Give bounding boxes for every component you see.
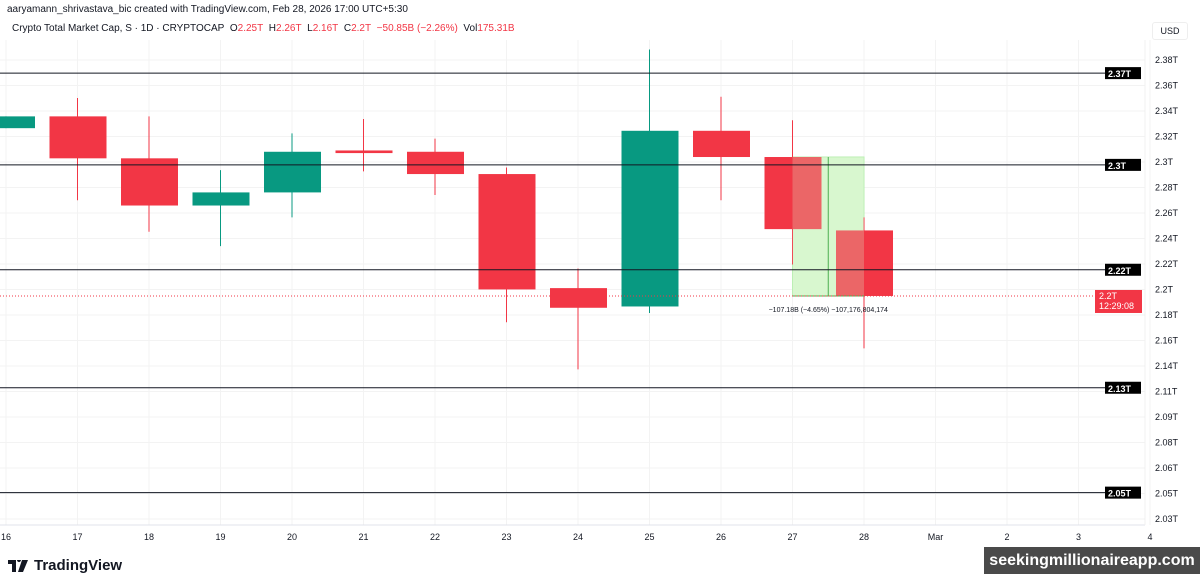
price-tick-label: 2.3T bbox=[1155, 157, 1174, 167]
candle-body bbox=[764, 157, 822, 230]
horizontal-line-tag bbox=[1105, 158, 1141, 171]
symbol-legend: Crypto Total Market Cap, S · 1D · CRYPTO… bbox=[12, 23, 515, 34]
horizontal-line-label: 2.22T bbox=[1108, 266, 1132, 276]
symbol-name[interactable]: Crypto Total Market Cap, S · 1D · CRYPTO… bbox=[12, 23, 225, 34]
candle-body bbox=[478, 174, 536, 290]
watermark: seekingmillionaireapp.com bbox=[984, 547, 1200, 574]
tradingview-brand-text: TradingView bbox=[34, 557, 123, 574]
close-label: C bbox=[343, 23, 352, 34]
horizontal-line-tag bbox=[1105, 486, 1141, 499]
date-tick-label: 2 bbox=[1004, 532, 1009, 542]
candle-body bbox=[264, 151, 321, 193]
candle-body bbox=[621, 130, 679, 307]
tradingview-logo-icon bbox=[8, 559, 28, 572]
price-tick-label: 2.22T bbox=[1155, 259, 1179, 269]
tradingview-logo[interactable]: TradingView bbox=[8, 557, 122, 574]
date-tick-label: 23 bbox=[501, 532, 511, 542]
price-tick-label: 2.38T bbox=[1155, 55, 1179, 65]
date-tick-label: 19 bbox=[215, 532, 225, 542]
date-tick-label: 16 bbox=[1, 532, 11, 542]
date-tick-label: Mar bbox=[928, 532, 944, 542]
candle-body bbox=[407, 151, 464, 175]
date-tick-label: 18 bbox=[144, 532, 154, 542]
last-price-tag bbox=[1095, 289, 1142, 313]
price-tick-label: 2.05T bbox=[1155, 489, 1179, 499]
horizontal-line-tag bbox=[1105, 263, 1141, 276]
price-tick-label: 2.14T bbox=[1155, 361, 1179, 371]
horizontal-line-label: 2.13T bbox=[1108, 384, 1132, 394]
open-label: O bbox=[229, 23, 238, 34]
close-value: 2.2T bbox=[351, 23, 372, 34]
price-tick-label: 2.34T bbox=[1155, 106, 1179, 116]
price-tick-label: 2.32T bbox=[1155, 132, 1179, 142]
price-tick-label: 2.36T bbox=[1155, 81, 1179, 91]
candle-body bbox=[836, 230, 893, 296]
price-tick-label: 2.11T bbox=[1155, 387, 1178, 397]
low-label: L bbox=[307, 23, 313, 34]
date-tick-label: 20 bbox=[287, 532, 297, 542]
horizontal-line-label: 2.37T bbox=[1108, 69, 1132, 79]
date-tick-label: 28 bbox=[859, 532, 869, 542]
high-label: H bbox=[268, 23, 277, 34]
horizontal-line-label: 2.3T bbox=[1108, 161, 1127, 171]
horizontal-line-tag bbox=[1105, 67, 1141, 80]
low-value: 2.16T bbox=[312, 23, 339, 34]
price-tick-label: 2.03T bbox=[1155, 514, 1179, 524]
candle-body bbox=[0, 116, 35, 129]
horizontal-line-label: 2.05T bbox=[1108, 489, 1132, 499]
candle-body bbox=[693, 130, 750, 158]
currency-button[interactable]: USD bbox=[1152, 22, 1188, 40]
date-tick-label: 26 bbox=[716, 532, 726, 542]
countdown-label: 12:29:08 bbox=[1099, 301, 1134, 311]
date-tick-label: 3 bbox=[1076, 532, 1081, 542]
candle-body bbox=[49, 116, 107, 159]
candle-body bbox=[335, 150, 393, 154]
measure-label: −107.18B (−4.65%) −107,176,804,174 bbox=[769, 307, 888, 314]
price-tick-label: 2.18T bbox=[1155, 310, 1179, 320]
price-tick-label: 2.16T bbox=[1155, 336, 1179, 346]
change-value: −50.85B (−2.26%) bbox=[376, 23, 458, 34]
date-tick-label: 21 bbox=[358, 532, 368, 542]
chart-credit: aaryamann_shrivastava_bic created with T… bbox=[7, 4, 408, 15]
candle-body bbox=[192, 192, 250, 206]
last-price-label: 2.2T bbox=[1099, 291, 1118, 301]
date-tick-label: 4 bbox=[1147, 532, 1152, 542]
date-tick-label: 25 bbox=[644, 532, 654, 542]
date-tick-label: 27 bbox=[787, 532, 797, 542]
date-tick-label: 17 bbox=[72, 532, 82, 542]
candle-body bbox=[121, 158, 178, 206]
high-value: 2.26T bbox=[276, 23, 302, 34]
price-tick-label: 2.2T bbox=[1155, 285, 1174, 295]
price-tick-label: 2.08T bbox=[1155, 438, 1179, 448]
volume-value: 175.31B bbox=[477, 23, 515, 34]
price-tick-label: 2.26T bbox=[1155, 208, 1179, 218]
date-tick-label: 22 bbox=[430, 532, 440, 542]
horizontal-line-tag bbox=[1105, 381, 1141, 394]
open-value: 2.25T bbox=[237, 23, 264, 34]
price-tick-label: 2.09T bbox=[1155, 412, 1179, 422]
price-tick-label: 2.06T bbox=[1155, 463, 1179, 473]
volume-label: Vol bbox=[463, 23, 478, 34]
price-tick-label: 2.28T bbox=[1155, 183, 1179, 193]
price-tick-label: 2.24T bbox=[1155, 234, 1179, 244]
date-tick-label: 24 bbox=[573, 532, 583, 542]
candle-body bbox=[550, 288, 607, 308]
